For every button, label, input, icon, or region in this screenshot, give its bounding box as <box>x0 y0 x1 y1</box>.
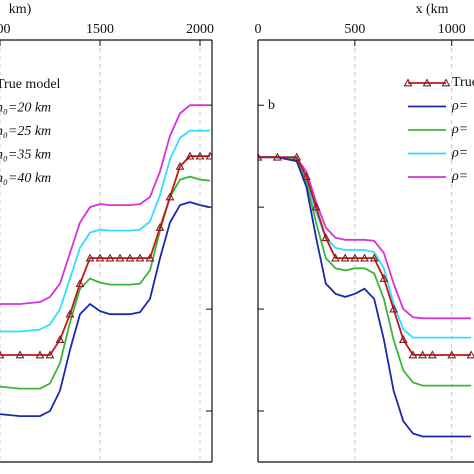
legend-label: h₀=25 km <box>0 124 51 139</box>
x-tick-label: 1000 <box>438 22 466 37</box>
legend-label: ρ= <box>451 146 468 161</box>
marker <box>55 335 65 344</box>
marker <box>427 350 437 359</box>
legend-label: ρ= <box>451 169 468 184</box>
x-tick-label: 000 <box>0 22 11 37</box>
marker <box>258 152 263 161</box>
marker <box>15 350 25 359</box>
marker <box>379 273 389 282</box>
legend-label: True <box>452 75 474 90</box>
marker <box>398 335 408 344</box>
series-line <box>0 155 210 356</box>
marker <box>75 278 85 287</box>
series-line <box>0 129 210 333</box>
series-line <box>0 201 211 417</box>
marker <box>389 304 399 313</box>
marker <box>195 151 205 160</box>
marker <box>0 350 5 359</box>
legend-label: True model <box>0 77 61 92</box>
legend-marker <box>422 78 432 87</box>
marker <box>311 202 321 211</box>
marker <box>418 350 428 359</box>
marker <box>292 152 302 161</box>
marker <box>145 253 155 262</box>
legend-marker <box>403 78 413 87</box>
marker <box>331 253 340 262</box>
series-line <box>258 156 472 339</box>
x-tick-label: 2000 <box>186 22 214 37</box>
x-tick-label: 0 <box>255 22 262 37</box>
series-line <box>0 175 211 390</box>
marker <box>85 253 95 262</box>
x-axis-label: x (km <box>415 2 448 17</box>
legend-label: ρ= <box>451 99 468 114</box>
series-line <box>258 156 472 356</box>
x-tick-label: 1500 <box>86 22 114 37</box>
legend-label: h₀=20 km <box>0 101 51 116</box>
legend-label: h₀=40 km <box>0 171 51 186</box>
legend-label: h₀=35 km <box>0 148 51 163</box>
series-line <box>258 156 472 387</box>
marker <box>65 309 75 318</box>
panel-label: b <box>268 98 275 113</box>
x-tick-label: 500 <box>344 22 365 37</box>
marker <box>360 253 369 262</box>
marker <box>45 350 55 359</box>
series-line <box>0 104 210 305</box>
marker <box>369 253 379 262</box>
marker <box>125 253 135 262</box>
marker <box>408 350 418 359</box>
marker <box>135 253 145 262</box>
marker <box>175 161 185 170</box>
x-axis-label: km) <box>9 2 32 17</box>
marker <box>155 222 165 231</box>
marker <box>165 192 175 201</box>
marker <box>447 350 457 359</box>
marker <box>340 253 350 262</box>
marker <box>105 253 115 262</box>
marker <box>466 350 474 359</box>
marker <box>321 233 331 242</box>
marker <box>350 253 360 262</box>
marker <box>301 171 311 180</box>
marker <box>185 151 195 160</box>
series-line <box>258 156 472 438</box>
marker <box>115 253 125 262</box>
marker <box>95 253 105 262</box>
legend-marker <box>441 78 451 87</box>
marker <box>35 350 45 359</box>
series-line <box>258 156 472 320</box>
marker <box>272 152 282 161</box>
legend-label: ρ= <box>451 122 468 137</box>
